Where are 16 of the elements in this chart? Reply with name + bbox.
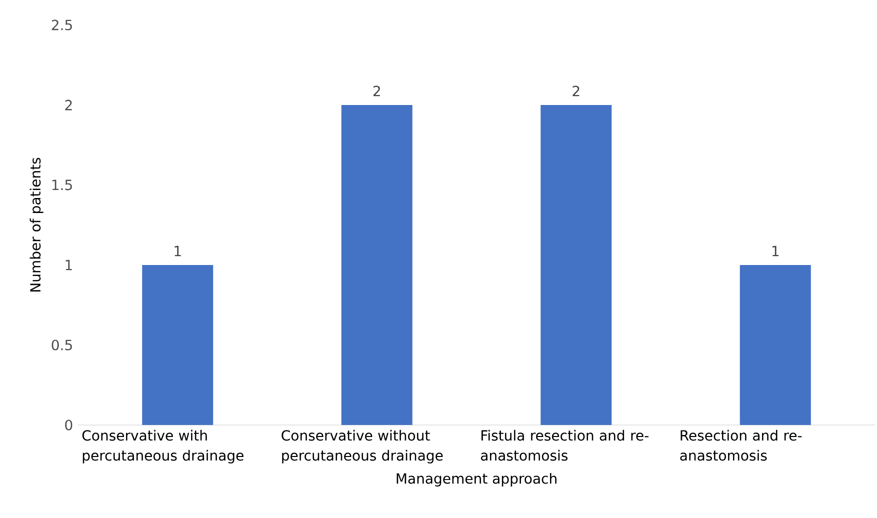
y-axis-title: Number of patients xyxy=(30,158,44,292)
x-tick-label: Conservative without percutaneous drainage xyxy=(282,430,443,464)
x-tick-label: Conservative with percutaneous drainage xyxy=(82,430,244,464)
y-tick-label: 1.5 xyxy=(52,180,72,190)
data-label: 2 xyxy=(373,86,380,96)
y-tick-label: 2 xyxy=(65,100,72,110)
y-tick-label: 2.5 xyxy=(52,20,72,30)
x-tick-label: Fistula resection and re-anastomosis xyxy=(480,430,648,461)
y-tick-label: 0 xyxy=(65,420,72,430)
data-label: 2 xyxy=(572,86,580,96)
y-tick-label: 0.5 xyxy=(52,340,72,350)
x-tick-label: Resection and re-anastomosis xyxy=(680,430,802,461)
y-tick-label: 1 xyxy=(66,260,72,270)
data-label: 1 xyxy=(772,246,779,256)
data-label: 1 xyxy=(174,246,181,256)
x-axis-title: Management approach xyxy=(396,472,556,486)
